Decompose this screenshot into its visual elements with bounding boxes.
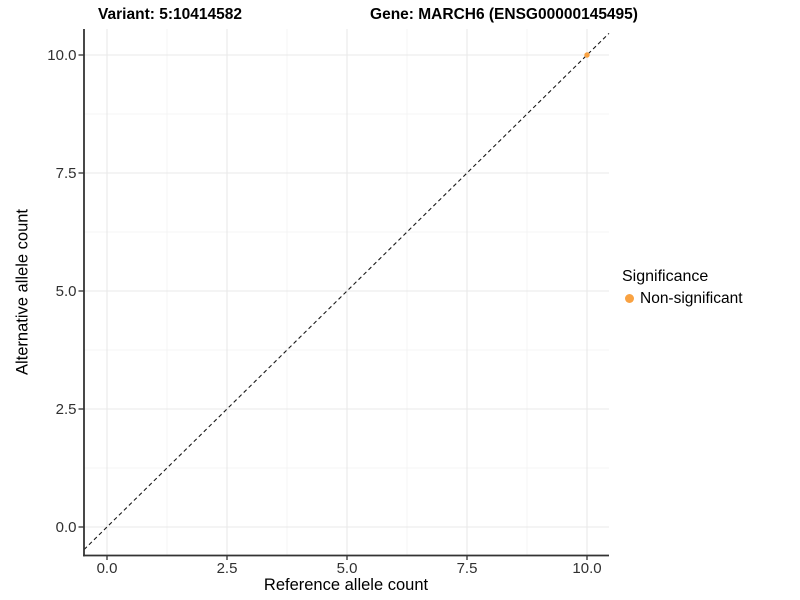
x-axis-title: Reference allele count xyxy=(263,576,429,594)
plot-title-gene: Gene: MARCH6 (ENSG00000145495) xyxy=(370,6,638,23)
y-tick-label: 7.5 xyxy=(56,165,77,182)
y-tick-label: 10.0 xyxy=(47,47,76,64)
legend: Significance Non-significant xyxy=(622,267,743,308)
x-tick-label: 5.0 xyxy=(337,560,358,577)
legend-entry: Non-significant xyxy=(622,289,743,308)
legend-entry-label: Non-significant xyxy=(640,290,743,307)
legend-title: Significance xyxy=(622,268,709,285)
x-tick-label: 10.0 xyxy=(572,560,601,577)
x-tick-label: 7.5 xyxy=(457,560,478,577)
x-tick-label: 0.0 xyxy=(97,560,118,577)
x-tick-label: 2.5 xyxy=(217,560,238,577)
legend-entries: Non-significant xyxy=(622,289,743,308)
y-tick-label: 0.0 xyxy=(56,519,77,536)
plot-title-variant: Variant: 5:10414582 xyxy=(98,6,242,23)
y-tick-label: 5.0 xyxy=(56,283,77,300)
data-point xyxy=(584,52,590,58)
y-axis-title: Alternative allele count xyxy=(13,208,32,376)
legend-point-icon xyxy=(625,294,634,303)
identity-line xyxy=(83,32,610,551)
y-tick-label: 2.5 xyxy=(56,401,77,418)
